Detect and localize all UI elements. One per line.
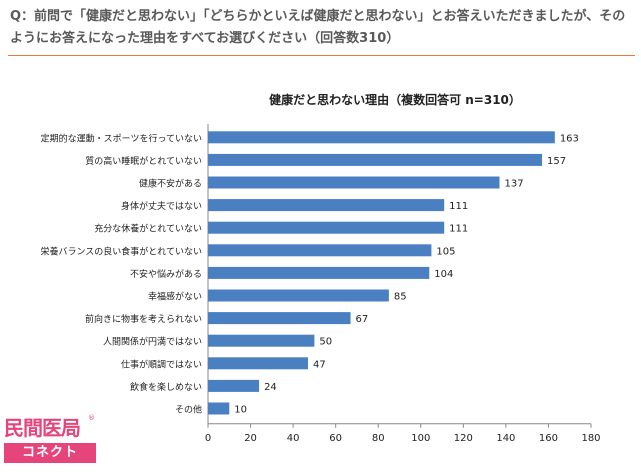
x-tick-label: 140 xyxy=(496,433,515,444)
x-tick-label: 180 xyxy=(581,433,600,444)
bar xyxy=(208,402,230,415)
x-tick-label: 40 xyxy=(287,433,300,444)
bar-value-label: 10 xyxy=(234,405,247,416)
category-label: 質の高い睡眠がとれていない xyxy=(85,155,202,167)
x-tick-label: 120 xyxy=(454,433,473,444)
bar xyxy=(208,176,500,189)
x-tick-label: 100 xyxy=(411,433,430,444)
header-divider xyxy=(8,55,635,56)
bar xyxy=(208,244,432,257)
x-tick-label: 0 xyxy=(205,433,211,444)
category-label: 身体が丈夫ではない xyxy=(121,200,202,212)
bar-value-label: 104 xyxy=(434,269,453,280)
bar xyxy=(208,312,351,325)
category-label: 人間関係が円満ではない xyxy=(103,336,202,348)
category-label: 充分な休養がとれていない xyxy=(94,223,202,235)
bar xyxy=(208,199,445,212)
chart-title: 健康だと思わない理由（複数回答可 n=310） xyxy=(269,92,521,107)
logo-top-text: 民間医局 xyxy=(4,416,81,440)
x-tick-label: 60 xyxy=(329,433,342,444)
bar-value-label: 85 xyxy=(394,292,407,303)
bar-value-label: 157 xyxy=(547,156,566,167)
bar-value-label: 111 xyxy=(449,201,468,212)
bar xyxy=(208,289,389,302)
category-label: 飲食を楽しめない xyxy=(130,381,202,393)
category-label: その他 xyxy=(175,404,202,416)
bar xyxy=(208,221,445,234)
category-label: 幸福感がない xyxy=(148,291,202,303)
x-tick-label: 80 xyxy=(372,433,385,444)
bar xyxy=(208,357,309,370)
bar-value-label: 111 xyxy=(449,224,468,235)
bar xyxy=(208,334,315,347)
x-tick-label: 160 xyxy=(539,433,558,444)
bar-value-label: 67 xyxy=(356,314,369,325)
question-text: Q：前問で「健康だと思わない」「どちらかといえば健康だと思わない」とお答えいただ… xyxy=(10,9,626,46)
x-tick-label: 20 xyxy=(244,433,257,444)
bar-value-label: 24 xyxy=(264,382,277,393)
category-label: 栄養バランスの良い食事がとれていない xyxy=(40,245,202,257)
logo-bottom-text: コネクト xyxy=(4,443,96,463)
category-label: 前向きに物事を考えられない xyxy=(85,313,202,325)
bar-value-label: 163 xyxy=(560,133,579,144)
bar-value-label: 105 xyxy=(436,246,455,257)
bar-value-label: 47 xyxy=(313,359,326,370)
category-label: 定期的な運動・スポーツを行っていない xyxy=(41,132,202,144)
category-label: 不安や悩みがある xyxy=(130,268,202,280)
category-label: 健康不安がある xyxy=(139,178,202,190)
brand-logo: 民間医局 ® コネクト xyxy=(4,414,96,466)
bar xyxy=(208,153,543,166)
bar xyxy=(208,131,555,144)
bar xyxy=(208,266,430,279)
logo-registered-mark: ® xyxy=(88,414,95,422)
bar-value-label: 50 xyxy=(319,337,332,348)
bar-value-label: 137 xyxy=(505,179,524,190)
bar xyxy=(208,379,260,392)
category-label: 仕事が順調ではない xyxy=(121,358,202,370)
